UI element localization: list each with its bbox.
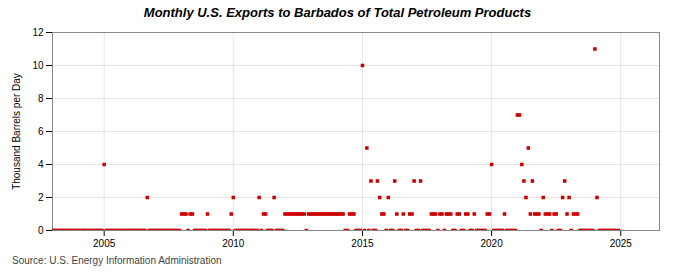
- svg-text:2020: 2020: [480, 238, 503, 249]
- svg-text:2025: 2025: [610, 238, 633, 249]
- svg-text:Thousand Barrels per Day: Thousand Barrels per Day: [11, 73, 22, 190]
- svg-text:6: 6: [38, 126, 44, 137]
- svg-text:4: 4: [38, 159, 44, 170]
- svg-text:2005: 2005: [93, 238, 116, 249]
- svg-text:8: 8: [38, 93, 44, 104]
- svg-text:10: 10: [32, 60, 44, 71]
- svg-text:2010: 2010: [222, 238, 245, 249]
- svg-text:2: 2: [38, 192, 44, 203]
- svg-text:0: 0: [38, 225, 44, 236]
- html-text:Source: U.S. Energy Informatio: Source: U.S. Energy Information Administ…: [12, 255, 222, 266]
- svg-text:12: 12: [32, 27, 44, 38]
- svg-text:2015: 2015: [351, 238, 374, 249]
- html-text:Monthly U.S. Exports to Barbad: Monthly U.S. Exports to Barbados of Tota…: [143, 5, 532, 20]
